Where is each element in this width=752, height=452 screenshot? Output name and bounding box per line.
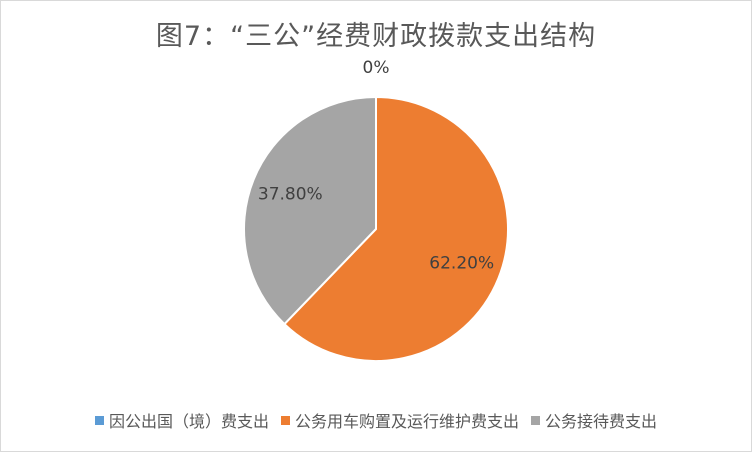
pie-slice-vehicle [283,95,509,362]
chart-title: 图7：“三公”经费财政拨款支出结构 [155,21,597,52]
pie-slice-reception [243,95,377,326]
legend-label-reception: 公务接待费支出 [545,412,658,431]
legend-swatch-reception [531,415,540,425]
legend-label-overseas: 因公出国（境）费支出 [108,412,269,431]
legend-item-reception: 公务接待费支出 [531,408,657,432]
legend: 因公出国（境）费支出 公务用车购置及运行维护费支出 公务接待费支出 [0,408,752,432]
data-label-reception: 37.80% [258,184,323,204]
legend-swatch-vehicle [280,415,290,425]
data-label-overseas: 0% [363,58,390,78]
legend-swatch-overseas [94,415,104,425]
legend-item-vehicle: 公务用车购置及运行维护费支出 [280,408,519,432]
data-label-vehicle: 62.20% [429,254,494,274]
legend-item-overseas: 因公出国（境）费支出 [94,408,269,432]
legend-label-vehicle: 公务用车购置及运行维护费支出 [294,412,519,431]
